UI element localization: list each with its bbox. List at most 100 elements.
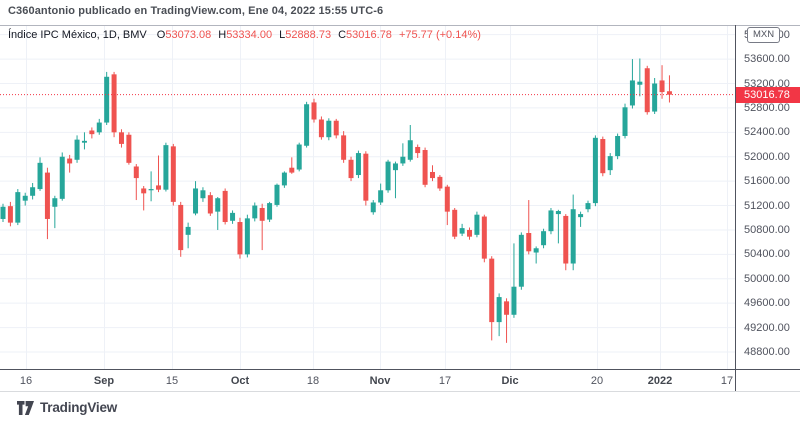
candlestick-plot[interactable] (0, 26, 735, 369)
candle-body (163, 145, 169, 190)
candle-body (600, 139, 606, 174)
candle-body (629, 80, 635, 106)
candle-body (111, 74, 117, 133)
candle-body (592, 137, 598, 204)
ohlc-c: C53016.78 (338, 29, 392, 41)
price-axis-label: 52400.00 (744, 126, 790, 139)
tradingview-logo[interactable]: TradingView (17, 400, 117, 415)
attribution-text: C360antonio publicado en TradingView.com… (8, 5, 384, 17)
candle-body (104, 76, 110, 123)
candle-body (452, 209, 458, 237)
candle-body (200, 190, 206, 199)
candle-body (415, 146, 421, 154)
candle-body (474, 214, 480, 235)
candle-body (385, 161, 391, 191)
candle-body (89, 130, 95, 135)
candle-body (304, 104, 310, 146)
candle-body (511, 286, 517, 315)
candle-body (296, 144, 302, 170)
time-axis-label: Dic (501, 375, 519, 387)
candle-body (178, 204, 184, 251)
time-axis-label: 17 (438, 375, 452, 387)
price-axis-label: 52800.00 (744, 101, 790, 114)
change-value: +75.77 (+0.14%) (398, 29, 481, 41)
time-axis-label: 16 (19, 375, 33, 387)
candle-body (237, 222, 243, 255)
candle-body (378, 190, 384, 203)
candle-body (644, 68, 650, 113)
ohlc-value: 53073.08 (165, 29, 212, 41)
time-axis-bottom-border (0, 391, 800, 392)
candle-body (126, 134, 132, 163)
candle-body (541, 231, 547, 246)
candle-body (67, 158, 73, 164)
candle-body (44, 172, 50, 219)
candle-body (341, 135, 347, 160)
candles (0, 58, 672, 343)
candle-body (133, 166, 139, 179)
candle-body (585, 203, 591, 210)
time-axis-label: Nov (369, 375, 391, 387)
candle-body (259, 207, 265, 221)
candle-body (74, 139, 80, 160)
candle-body (422, 150, 428, 185)
candle-body (615, 135, 621, 157)
candle-body (289, 167, 295, 173)
ohlc-letter: C (338, 29, 347, 41)
ohlc-l: L52888.73 (279, 29, 331, 41)
time-axis[interactable]: 16 Sep 15 Oct 18 Nov 17 Dic 20 2022 17 (0, 370, 800, 391)
ohlc-h: H53334.00 (218, 29, 272, 41)
price-axis-label: 50800.00 (744, 223, 790, 236)
candle-body (622, 107, 628, 136)
candle-body (348, 159, 354, 179)
price-axis[interactable]: 54000.0053600.0053200.0052800.0052400.00… (736, 25, 800, 369)
symbol-title: Índice IPC México, 1D, BMV (8, 29, 147, 41)
candle-body (15, 192, 21, 223)
candle-body (274, 184, 280, 205)
currency-badge: MXN (747, 27, 781, 43)
candle-body (666, 91, 672, 95)
candle-body (81, 140, 87, 143)
candle-body (355, 153, 361, 176)
candle-body (7, 206, 13, 223)
candle-body (652, 83, 658, 112)
candle-body (400, 156, 406, 164)
candle-body (0, 206, 6, 219)
time-axis-label: 2022 (647, 375, 673, 387)
symbol-legend: Índice IPC México, 1D, BMV O53073.08 H5333… (8, 29, 481, 41)
tradingview-wordmark: TradingView (40, 400, 118, 415)
candle-body (659, 80, 665, 93)
candle-body (244, 218, 250, 255)
candle-body (504, 301, 510, 315)
ohlc-letter: H (218, 29, 227, 41)
time-axis-label: 20 (590, 375, 604, 387)
ohlc-o: O53073.08 (157, 29, 211, 41)
time-axis-label: Sep (93, 375, 115, 387)
candle-body (607, 156, 613, 171)
candle-body (326, 120, 332, 138)
horizontal-gridlines (0, 34, 735, 353)
candle-body (481, 216, 487, 259)
ohlc-letter: O (156, 29, 166, 41)
candle-body (459, 228, 465, 234)
candle-body (370, 202, 376, 213)
candle-body (444, 186, 450, 212)
candle-body (252, 205, 258, 219)
candle-body (193, 188, 199, 214)
price-axis-label: 49200.00 (744, 321, 790, 334)
candle-body (637, 81, 643, 85)
candle-body (363, 153, 369, 201)
candle-body (578, 214, 584, 218)
current-price-tag: 53016.78 (736, 86, 800, 103)
chart-top-border (0, 25, 800, 26)
candle-body (22, 195, 28, 201)
candle-body (437, 176, 443, 189)
candle-body (37, 162, 43, 190)
price-axis-label: 49600.00 (744, 297, 790, 310)
candle-body (148, 189, 154, 191)
candle-body (548, 210, 554, 232)
footer: TradingView (0, 392, 800, 424)
ohlc-letter: L (279, 29, 286, 41)
time-axis-label: 18 (306, 375, 320, 387)
price-axis-label: 53200.00 (744, 77, 790, 90)
